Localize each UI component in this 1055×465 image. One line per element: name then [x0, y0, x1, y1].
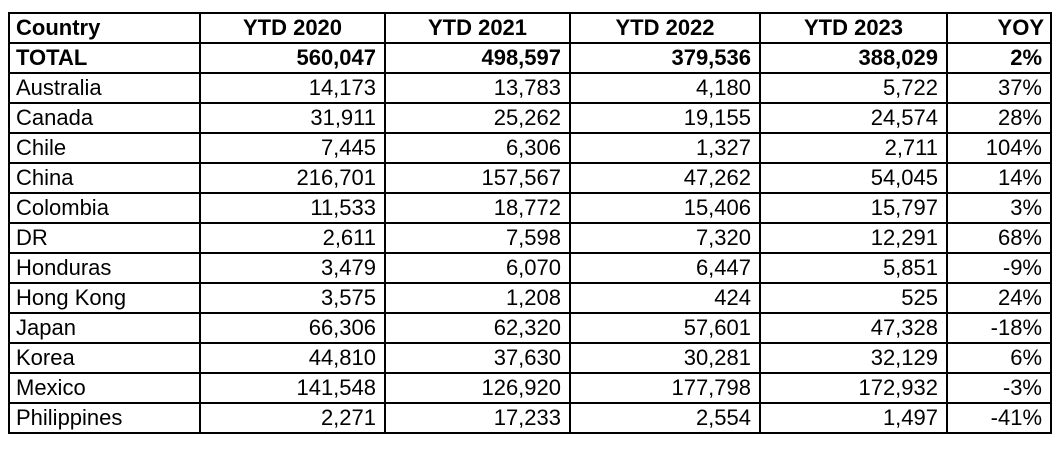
- cell-country: DR: [8, 222, 201, 254]
- cell-ytd-2021: 6,070: [384, 252, 571, 284]
- cell-country: Chile: [8, 132, 201, 164]
- cell-ytd-2022: 2,554: [569, 402, 761, 434]
- cell-country: Colombia: [8, 192, 201, 224]
- cell-ytd-2020: 141,548: [199, 372, 386, 404]
- total-ytd-2023: 388,029: [759, 42, 948, 74]
- header-ytd-2023: YTD 2023: [759, 12, 948, 44]
- cell-ytd-2021: 25,262: [384, 102, 571, 134]
- cell-ytd-2021: 37,630: [384, 342, 571, 374]
- cell-ytd-2021: 157,567: [384, 162, 571, 194]
- cell-ytd-2022: 1,327: [569, 132, 761, 164]
- table-row: Korea 44,810 37,630 30,281 32,129 6%: [8, 342, 1052, 374]
- table-row: DR 2,611 7,598 7,320 12,291 68%: [8, 222, 1052, 254]
- table-row: Australia 14,173 13,783 4,180 5,722 37%: [8, 72, 1052, 104]
- table-row: Colombia 11,533 18,772 15,406 15,797 3%: [8, 192, 1052, 224]
- cell-country: Japan: [8, 312, 201, 344]
- cell-ytd-2022: 4,180: [569, 72, 761, 104]
- cell-country: Australia: [8, 72, 201, 104]
- cell-ytd-2023: 525: [759, 282, 948, 314]
- cell-yoy: 14%: [946, 162, 1052, 194]
- cell-ytd-2021: 7,598: [384, 222, 571, 254]
- cell-country: Honduras: [8, 252, 201, 284]
- cell-country: Hong Kong: [8, 282, 201, 314]
- header-yoy: YOY: [946, 12, 1052, 44]
- table-row: Mexico 141,548 126,920 177,798 172,932 -3%: [8, 372, 1052, 404]
- cell-yoy: -3%: [946, 372, 1052, 404]
- cell-ytd-2020: 66,306: [199, 312, 386, 344]
- cell-ytd-2022: 57,601: [569, 312, 761, 344]
- cell-ytd-2023: 5,851: [759, 252, 948, 284]
- cell-ytd-2022: 177,798: [569, 372, 761, 404]
- cell-ytd-2023: 32,129: [759, 342, 948, 374]
- cell-yoy: -41%: [946, 402, 1052, 434]
- total-yoy: 2%: [946, 42, 1052, 74]
- cell-ytd-2022: 47,262: [569, 162, 761, 194]
- header-country: Country: [8, 12, 201, 44]
- cell-yoy: 104%: [946, 132, 1052, 164]
- cell-ytd-2020: 7,445: [199, 132, 386, 164]
- cell-ytd-2020: 3,575: [199, 282, 386, 314]
- cell-ytd-2023: 54,045: [759, 162, 948, 194]
- cell-ytd-2022: 19,155: [569, 102, 761, 134]
- cell-yoy: 68%: [946, 222, 1052, 254]
- cell-country: Korea: [8, 342, 201, 374]
- cell-ytd-2020: 3,479: [199, 252, 386, 284]
- total-ytd-2022: 379,536: [569, 42, 761, 74]
- table-row: Canada 31,911 25,262 19,155 24,574 28%: [8, 102, 1052, 134]
- cell-ytd-2022: 424: [569, 282, 761, 314]
- cell-ytd-2023: 1,497: [759, 402, 948, 434]
- cell-ytd-2021: 1,208: [384, 282, 571, 314]
- cell-yoy: 37%: [946, 72, 1052, 104]
- cell-ytd-2023: 2,711: [759, 132, 948, 164]
- cell-ytd-2020: 44,810: [199, 342, 386, 374]
- cell-ytd-2023: 5,722: [759, 72, 948, 104]
- cell-yoy: 3%: [946, 192, 1052, 224]
- header-row: Country YTD 2020 YTD 2021 YTD 2022 YTD 2…: [8, 12, 1052, 44]
- total-label: TOTAL: [8, 42, 201, 74]
- cell-ytd-2021: 17,233: [384, 402, 571, 434]
- table-row: Hong Kong 3,575 1,208 424 525 24%: [8, 282, 1052, 314]
- cell-yoy: -18%: [946, 312, 1052, 344]
- cell-country: Canada: [8, 102, 201, 134]
- cell-ytd-2020: 216,701: [199, 162, 386, 194]
- cell-yoy: 24%: [946, 282, 1052, 314]
- cell-ytd-2023: 24,574: [759, 102, 948, 134]
- table-row: China 216,701 157,567 47,262 54,045 14%: [8, 162, 1052, 194]
- cell-ytd-2020: 2,611: [199, 222, 386, 254]
- total-ytd-2020: 560,047: [199, 42, 386, 74]
- cell-ytd-2022: 30,281: [569, 342, 761, 374]
- cell-ytd-2023: 172,932: [759, 372, 948, 404]
- cell-country: China: [8, 162, 201, 194]
- table-row: Philippines 2,271 17,233 2,554 1,497 -41%: [8, 402, 1052, 434]
- cell-ytd-2020: 2,271: [199, 402, 386, 434]
- header-ytd-2022: YTD 2022: [569, 12, 761, 44]
- cell-yoy: 6%: [946, 342, 1052, 374]
- cell-ytd-2023: 15,797: [759, 192, 948, 224]
- cell-ytd-2022: 7,320: [569, 222, 761, 254]
- cell-ytd-2020: 31,911: [199, 102, 386, 134]
- total-ytd-2021: 498,597: [384, 42, 571, 74]
- cell-ytd-2020: 11,533: [199, 192, 386, 224]
- table-row: Honduras 3,479 6,070 6,447 5,851 -9%: [8, 252, 1052, 284]
- cell-country: Mexico: [8, 372, 201, 404]
- cell-ytd-2021: 13,783: [384, 72, 571, 104]
- cell-ytd-2022: 6,447: [569, 252, 761, 284]
- cell-ytd-2022: 15,406: [569, 192, 761, 224]
- cell-ytd-2021: 18,772: [384, 192, 571, 224]
- total-row: TOTAL 560,047 498,597 379,536 388,029 2%: [8, 42, 1052, 74]
- table-row: Japan 66,306 62,320 57,601 47,328 -18%: [8, 312, 1052, 344]
- cell-ytd-2021: 126,920: [384, 372, 571, 404]
- header-ytd-2021: YTD 2021: [384, 12, 571, 44]
- cell-yoy: 28%: [946, 102, 1052, 134]
- cell-country: Philippines: [8, 402, 201, 434]
- cell-ytd-2021: 62,320: [384, 312, 571, 344]
- cell-ytd-2020: 14,173: [199, 72, 386, 104]
- cell-yoy: -9%: [946, 252, 1052, 284]
- cell-ytd-2023: 47,328: [759, 312, 948, 344]
- cell-ytd-2021: 6,306: [384, 132, 571, 164]
- cell-ytd-2023: 12,291: [759, 222, 948, 254]
- country-ytd-table: Country YTD 2020 YTD 2021 YTD 2022 YTD 2…: [8, 12, 1052, 434]
- header-ytd-2020: YTD 2020: [199, 12, 386, 44]
- table-row: Chile 7,445 6,306 1,327 2,711 104%: [8, 132, 1052, 164]
